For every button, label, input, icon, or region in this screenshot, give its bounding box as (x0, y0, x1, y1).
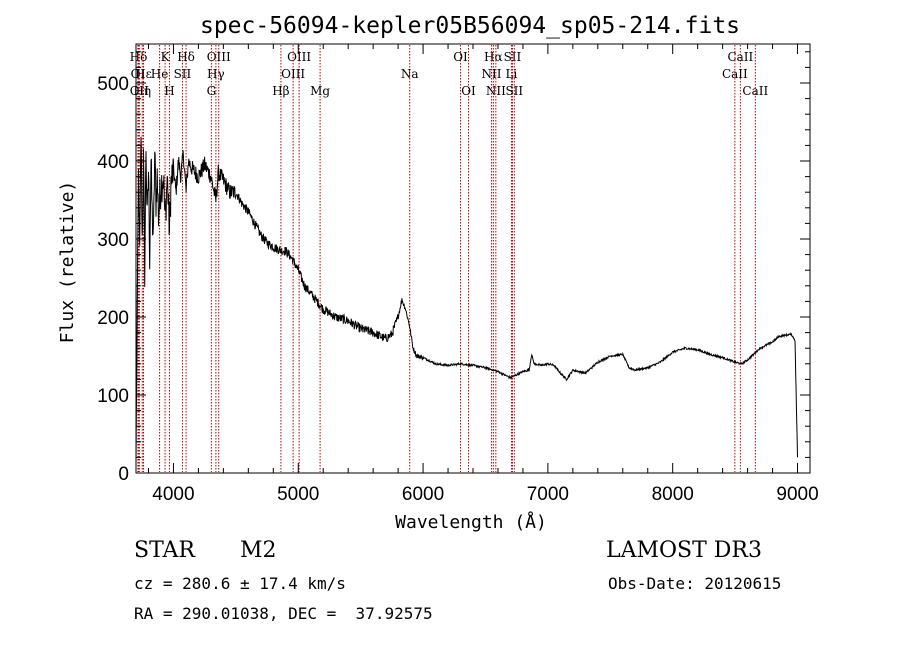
y-tick-label: 300 (97, 230, 129, 251)
y-tick-label: 200 (97, 308, 129, 329)
spectral-line-label: Hδ (177, 50, 195, 64)
y-tick-label: 400 (97, 152, 129, 173)
spectral-line-label: OI (453, 50, 468, 64)
x-tick-label: 6000 (402, 484, 444, 505)
spectral-line-label: K (161, 50, 171, 64)
spectral-line-label: Hε (135, 67, 152, 81)
spectral-line-label: Na (401, 67, 419, 81)
spectral-line-label: OI (461, 84, 476, 98)
y-tick-label: 100 (97, 386, 129, 407)
spectral-line-label: Hα (484, 50, 503, 64)
spectral-line-label: OIII (287, 50, 311, 64)
spectral-line-label: CaII (742, 84, 768, 98)
spectral-line-label: CaII (727, 50, 753, 64)
spectral-line-label: OIII (281, 67, 305, 81)
spectral-line-label: He (151, 67, 169, 81)
spectral-line-label: OII (130, 84, 150, 98)
redshift-readout: cz = 280.6 ± 17.4 km/s (134, 574, 346, 593)
object-class: STAR (134, 538, 195, 563)
survey-name: LAMOST DR3 (606, 538, 762, 563)
spectral-line-label: Li (506, 67, 518, 81)
coordinates-readout: RA = 290.01038, DEC = 37.92575 (134, 604, 433, 623)
x-tick-label: 4000 (152, 484, 194, 505)
plot-frame (135, 43, 811, 474)
spectral-line-label: H (164, 84, 174, 98)
axes-layer: 4000 5000 6000 7000 8000 9000 0 100 200 300 400 500 (97, 43, 819, 505)
y-tick-label: 500 (97, 74, 129, 95)
spectral-line-label: Mg (310, 84, 330, 98)
y-tick-label: 0 (118, 464, 129, 485)
spectral-line-label: CaII (722, 67, 748, 81)
spectral-line-label: Hδ (130, 50, 148, 64)
spectrum-series-line (135, 136, 798, 466)
x-tick-label: 7000 (527, 484, 569, 505)
spectral-line-label: SII (505, 84, 523, 98)
y-axis-label: Flux (relative) (57, 181, 78, 344)
spectral-line-label: SII (174, 67, 192, 81)
spectral-line-label: G (207, 84, 217, 98)
spectral-line-label: OI (131, 67, 146, 81)
chart-title: spec-56094-kepler05B56094_sp05-214.fits (200, 13, 740, 39)
x-axis-label: Wavelength (Å) (395, 511, 547, 533)
object-subclass: M2 (240, 538, 277, 563)
spectral-line-label: Hη (133, 84, 151, 98)
spectral-line-label: OIII (207, 50, 231, 64)
spectral-line-label: Hγ (207, 67, 225, 81)
obs-date: Obs-Date: 20120615 (608, 574, 782, 593)
spectral-line-label: NII (481, 67, 501, 81)
x-tick-label: 9000 (776, 484, 818, 505)
spectral-line-label: SII (504, 50, 522, 64)
x-tick-label: 5000 (277, 484, 319, 505)
x-tick-label: 8000 (652, 484, 694, 505)
spectral-line-label: Hβ (272, 84, 289, 98)
spectral-line-label: NII (486, 84, 506, 98)
